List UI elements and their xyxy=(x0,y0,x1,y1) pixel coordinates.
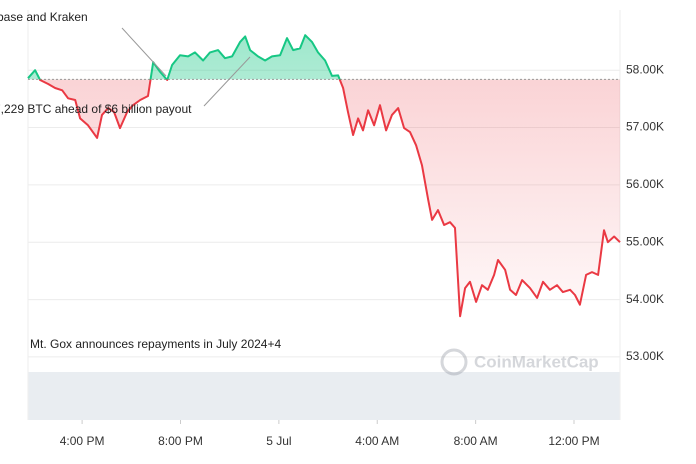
x-tick-label: 8:00 PM xyxy=(158,434,203,448)
y-tick-label: 56.00K xyxy=(626,177,664,191)
watermark: CoinMarketCap xyxy=(440,348,599,376)
series xyxy=(27,34,621,318)
price-line xyxy=(27,34,621,318)
annotation: 7,229 BTC ahead of $6 billion payout xyxy=(0,102,192,116)
y-tick-label: 53.00K xyxy=(626,349,664,363)
annotation-leader xyxy=(203,56,251,107)
y-tick-label: 54.00K xyxy=(626,292,664,306)
y-tick-label: 58.00K xyxy=(626,62,664,76)
watermark-logo xyxy=(440,348,468,376)
x-tick-label: 4:00 AM xyxy=(355,434,399,448)
x-tick-label: 4:00 PM xyxy=(60,434,105,448)
y-tick-label: 55.00K xyxy=(626,234,664,248)
watermark-text: CoinMarketCap xyxy=(474,352,599,371)
annotation-leader xyxy=(121,27,167,77)
y-tick-label: 57.00K xyxy=(626,120,664,134)
x-tick-label: 8:00 AM xyxy=(454,434,498,448)
annotation: Mt. Gox announces repayments in July 202… xyxy=(30,337,281,351)
annotation: base and Kraken xyxy=(0,10,88,24)
x-tick-label: 5 Jul xyxy=(266,434,291,448)
volume-area xyxy=(28,372,620,420)
x-tick-label: 12:00 PM xyxy=(548,434,599,448)
area-fill xyxy=(28,35,620,317)
